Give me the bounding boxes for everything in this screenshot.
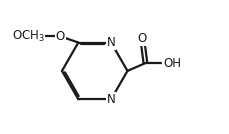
Text: OCH$_3$: OCH$_3$ bbox=[12, 29, 45, 44]
Text: OH: OH bbox=[163, 57, 181, 70]
Text: O: O bbox=[137, 32, 146, 45]
Text: N: N bbox=[106, 93, 115, 106]
Text: N: N bbox=[106, 36, 115, 49]
Text: O: O bbox=[55, 30, 65, 43]
